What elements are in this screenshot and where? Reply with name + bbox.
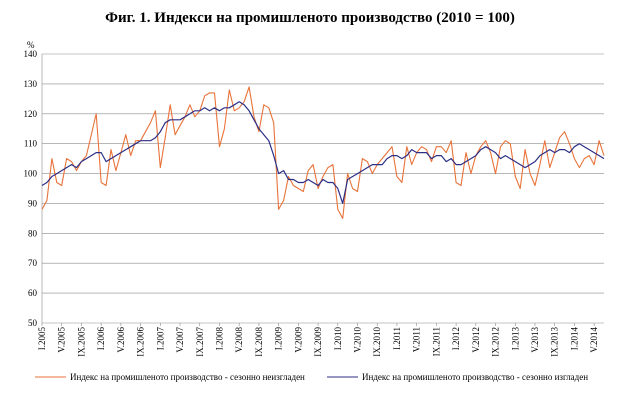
x-axis-ticks: I.2005 V.2005 IX.2005 I.2006 V.2006 IX.2006 I.… [37,323,599,357]
y-tick-label: 80 [28,228,38,238]
x-tick-label: V.2005 [57,327,67,353]
x-tick-label: V.2014 [589,327,599,353]
x-tick-label: IX.2011 [431,327,441,356]
x-tick-label: I.2013 [510,327,520,351]
legend-label-unadjusted: Индекс на промишленото производство - се… [70,372,305,382]
y-tick-label: 60 [28,288,38,298]
x-tick-label: IX.2006 [136,327,146,357]
x-tick-label: V.2010 [353,327,363,353]
x-tick-label: I.2007 [155,327,165,351]
y-tick-label: 70 [28,258,38,268]
x-tick-label: IX.2012 [491,327,501,357]
series-lines [41,86,605,219]
x-tick-label: I.2011 [392,327,402,350]
x-tick-label: I.2012 [451,327,461,350]
y-tick-label: 90 [28,198,38,208]
x-tick-label: V.2007 [175,327,185,353]
x-tick-label: I.2005 [37,327,47,351]
x-tick-label: IX.2005 [76,327,86,357]
gridlines [41,53,604,324]
x-tick-label: V.2008 [234,327,244,353]
x-tick-label: I.2006 [96,327,106,351]
x-tick-label: I.2010 [333,327,343,351]
y-axis-unit: % [27,40,35,50]
x-tick-label: IX.2007 [195,327,205,357]
y-tick-label: 100 [24,169,38,179]
x-tick-label: I.2008 [214,327,224,351]
x-tick-label: IX.2009 [313,327,323,357]
y-tick-label: 140 [24,49,38,59]
legend: Индекс на промишленото производство - се… [35,372,588,382]
x-tick-label: V.2009 [293,327,303,353]
x-tick-label: IX.2010 [372,327,382,357]
x-tick-label: I.2009 [274,327,284,351]
y-tick-label: 130 [24,79,38,89]
x-tick-label: V.2012 [471,327,481,353]
y-axis-ticks: 50 60 70 80 90 100 110 120 130 140 [24,49,38,328]
y-tick-label: 110 [24,139,38,149]
series-line-adjusted [41,101,605,204]
x-tick-label: IX.2013 [550,327,560,357]
x-tick-label: V.2013 [530,327,540,353]
y-tick-label: 120 [24,109,38,119]
legend-label-adjusted: Индекс на промишленото производство - се… [362,372,588,382]
chart-title: Фиг. 1. Индекси на промишленото производ… [105,10,515,26]
x-tick-label: IX.2008 [254,327,264,357]
x-tick-label: I.2014 [569,327,579,351]
y-tick-label: 50 [28,318,38,328]
x-tick-label: V.2006 [116,327,126,353]
x-tick-label: V.2011 [412,327,422,352]
series-line-unadjusted [41,86,605,219]
